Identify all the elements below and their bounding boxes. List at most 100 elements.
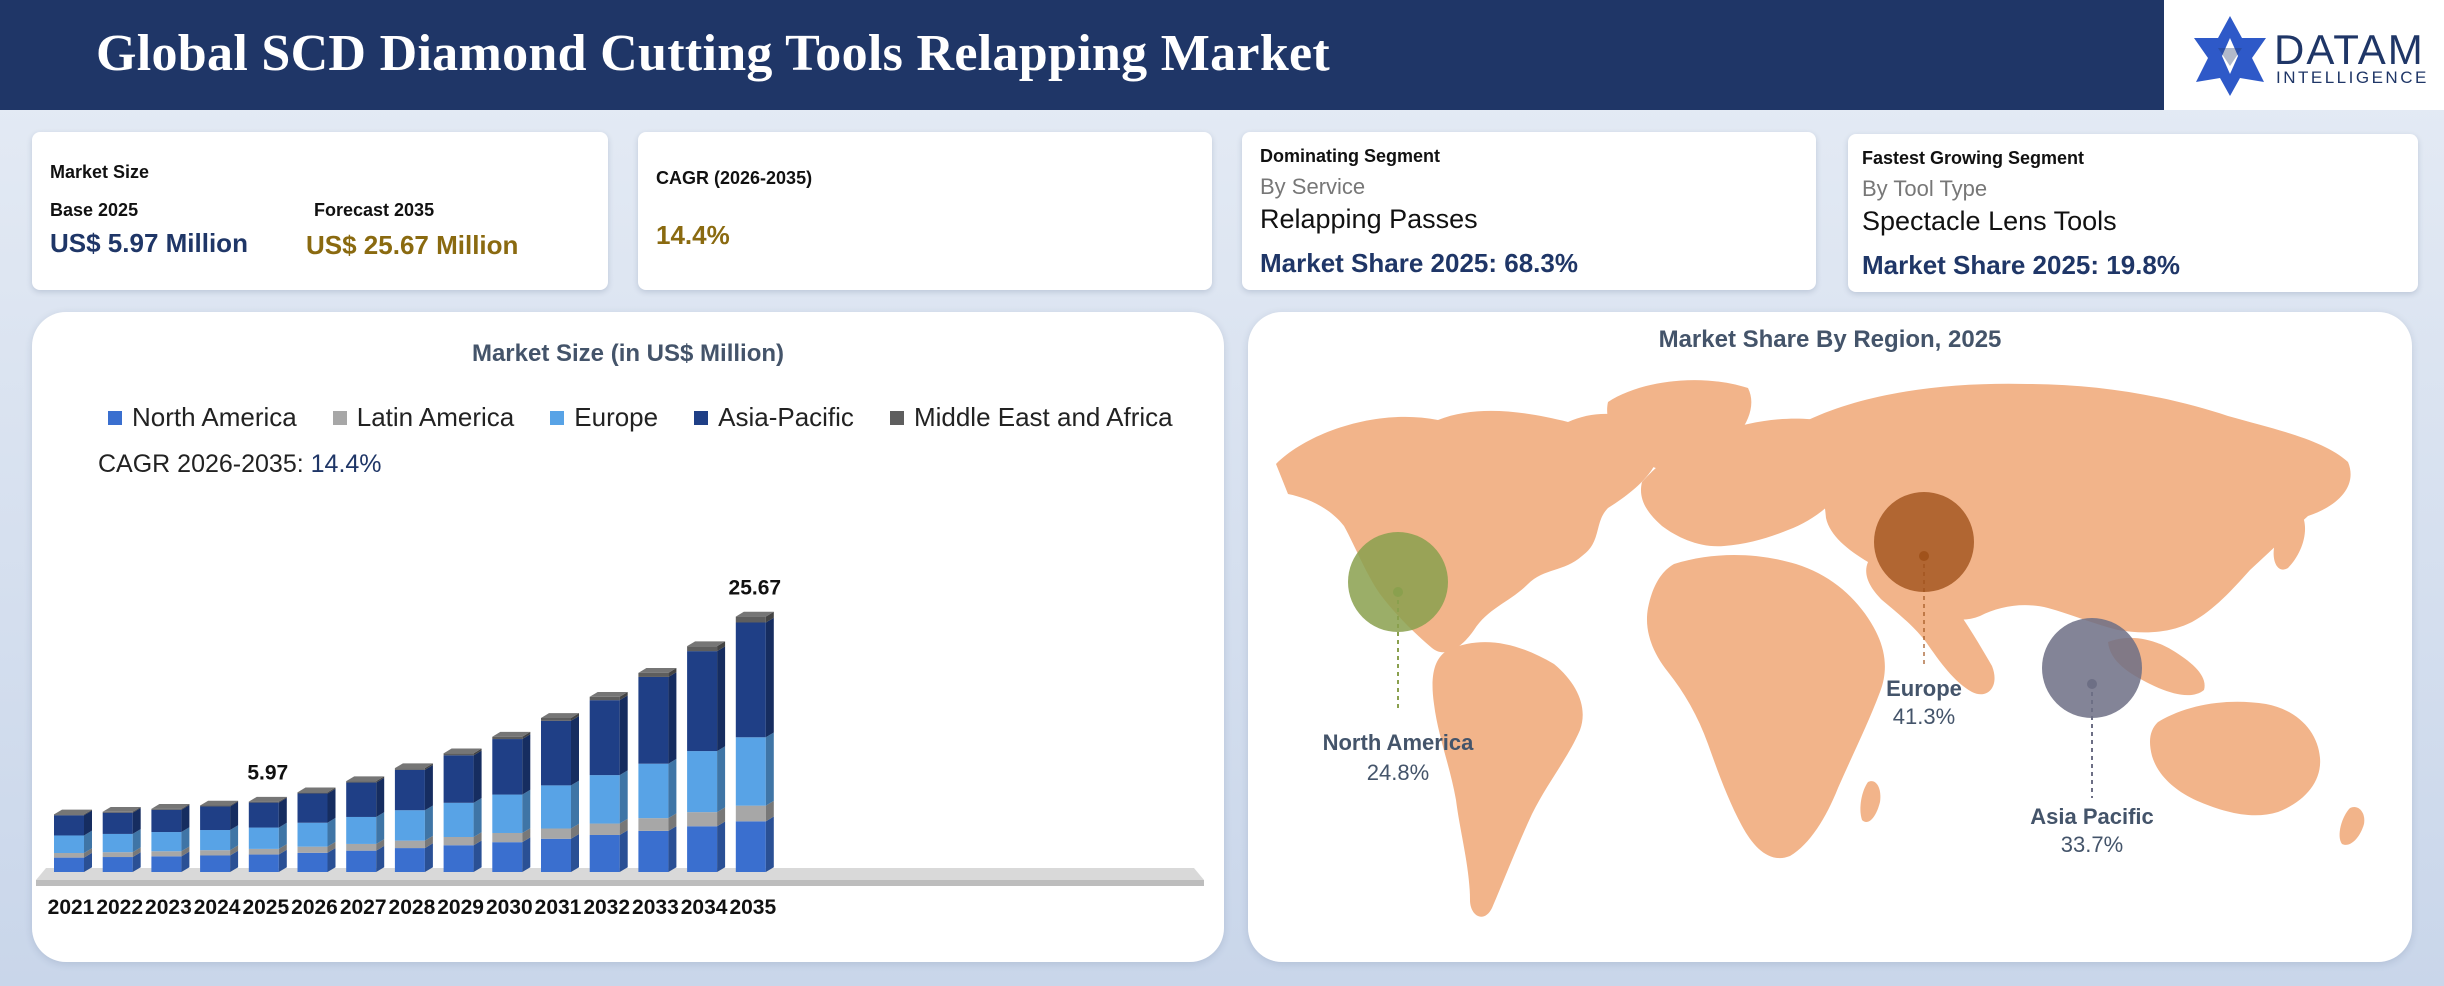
bar-side-mea (619, 691, 628, 701)
bar-segment-latin-america (735, 805, 766, 822)
bar-side-mea (473, 748, 482, 756)
legend-swatch-asia-pacific (694, 410, 709, 425)
fastest-heading: Fastest Growing Segment (1862, 148, 2085, 168)
bar-data-label: 25.67 (729, 577, 782, 600)
bar-segment-north-america (443, 845, 474, 872)
bar-segment-europe (200, 830, 231, 851)
header-bar: Global SCD Diamond Cutting Tools Relappi… (0, 0, 2164, 110)
region-value-europe: 41.3% (1893, 704, 1955, 729)
legend-item-asia-pacific: Asia-Pacific (694, 402, 854, 433)
bar-side-north-america (473, 840, 482, 872)
x-tick-label: 2034 (681, 896, 728, 919)
x-tick-label: 2021 (48, 896, 95, 919)
bar-side-asia-pacific (571, 715, 579, 786)
bar-segment-mea (394, 768, 425, 770)
dominating-segment-card: Dominating Segment By Service Relapping … (1242, 132, 1816, 290)
base-year-label: Base 2025 (50, 200, 139, 220)
map-landmass (1276, 380, 2365, 917)
bar-segment-north-america (394, 848, 425, 872)
bar-side-europe (522, 789, 531, 833)
x-tick-label: 2033 (632, 896, 679, 919)
fastest-segment-card: Fastest Growing Segment By Tool Type Spe… (1848, 134, 2418, 292)
forecast-value: US$ 25.67 Million (306, 230, 519, 260)
bar-side-north-america (181, 851, 190, 872)
bar-top-face (443, 748, 482, 754)
bar-segment-europe (248, 827, 279, 849)
europe-shape (1640, 418, 1861, 547)
x-tick-label: 2029 (437, 896, 484, 919)
bar-top-face (541, 713, 579, 718)
bar-side-asia-pacific (230, 801, 239, 831)
bar-side-north-america (84, 852, 92, 872)
africa-shape (1646, 555, 1885, 859)
bar-segment-north-america (541, 838, 571, 872)
bar-segment-asia-pacific (541, 720, 571, 786)
bar-side-asia-pacific (765, 617, 774, 738)
forecast-label: Forecast 2035 (314, 200, 435, 220)
x-tick-label: 2035 (729, 896, 776, 919)
bar-side-mea (571, 713, 579, 721)
market-size-card: Market Size Base 2025 US$ 5.97 Million F… (32, 132, 608, 290)
fastest-share: Market Share 2025: 19.8% (1862, 250, 2180, 280)
bar-segment-mea (346, 781, 377, 783)
bar-side-europe (765, 732, 774, 806)
bar-segment-asia-pacific (638, 676, 669, 764)
legend-label: Asia-Pacific (718, 402, 854, 432)
x-tick-label: 2024 (194, 896, 241, 919)
bar-top-face (589, 691, 628, 697)
bar-segment-mea (687, 646, 718, 652)
region-name-north-america: North America (1323, 730, 1475, 755)
bar-side-latin-america (473, 832, 482, 846)
madagascar-shape (1860, 781, 1881, 822)
bar-segment-europe (735, 737, 766, 806)
bar-side-mea (668, 668, 677, 677)
dominating-heading: Dominating Segment (1260, 146, 1441, 166)
bar-segment-latin-america (589, 823, 620, 835)
legend-item-europe: Europe (550, 402, 658, 433)
x-tick-label: 2028 (389, 896, 436, 919)
cagr-heading: CAGR (2026-2035) (656, 168, 813, 188)
bar-segment-latin-america (492, 832, 523, 843)
bar-segment-north-america (102, 857, 133, 872)
bar-segment-mea (151, 808, 182, 810)
world-map: North America 24.8% Europe 41.3% Asia Pa… (1276, 380, 2365, 917)
legend-swatch-europe (550, 410, 565, 425)
bar-segment-north-america (346, 850, 377, 872)
region-name-europe: Europe (1886, 676, 1962, 701)
bar-side-asia-pacific (522, 734, 531, 795)
dominating-share: Market Share 2025: 68.3% (1260, 248, 1578, 278)
south-asia-shape (1866, 562, 1995, 695)
legend-label: Europe (574, 402, 659, 432)
region-value-north-america: 24.8% (1367, 760, 1429, 785)
bar-top-face (102, 806, 141, 812)
chart-cagr-value: 14.4% (310, 450, 382, 478)
cagr-value: 14.4% (656, 220, 730, 250)
bar-segment-latin-america (297, 846, 328, 853)
bar-side-latin-america (376, 839, 385, 851)
bar-top-face (151, 804, 190, 809)
x-tick-label: 2023 (145, 896, 192, 919)
bar-side-europe (376, 812, 385, 844)
bar-segment-asia-pacific (54, 815, 84, 836)
map-title: Market Share By Region, 2025 (1658, 326, 2002, 353)
leader-dot-asia-pacific (2087, 679, 2097, 689)
bar-segment-latin-america (54, 853, 84, 858)
bar-segment-europe (151, 832, 182, 852)
bar-segment-north-america (151, 856, 182, 872)
bar-side-asia-pacific (619, 695, 628, 776)
bar-side-latin-america (230, 845, 239, 856)
bar-segment-north-america (589, 834, 620, 872)
bar-segment-asia-pacific (248, 802, 279, 828)
bar-side-asia-pacific (424, 765, 433, 811)
bar-side-mea (717, 641, 726, 652)
bar-segment-europe (297, 822, 328, 847)
legend-swatch-mea (889, 410, 904, 425)
bar-side-north-america (765, 816, 774, 872)
bar-side-latin-america (327, 841, 336, 853)
bar-side-asia-pacific (181, 804, 190, 833)
bar-top-face (638, 668, 677, 673)
bar-segment-mea (248, 801, 279, 803)
legend-label: Middle East and Africa (913, 402, 1173, 432)
bar-side-north-america (132, 852, 141, 872)
bar-segment-europe (394, 810, 425, 841)
